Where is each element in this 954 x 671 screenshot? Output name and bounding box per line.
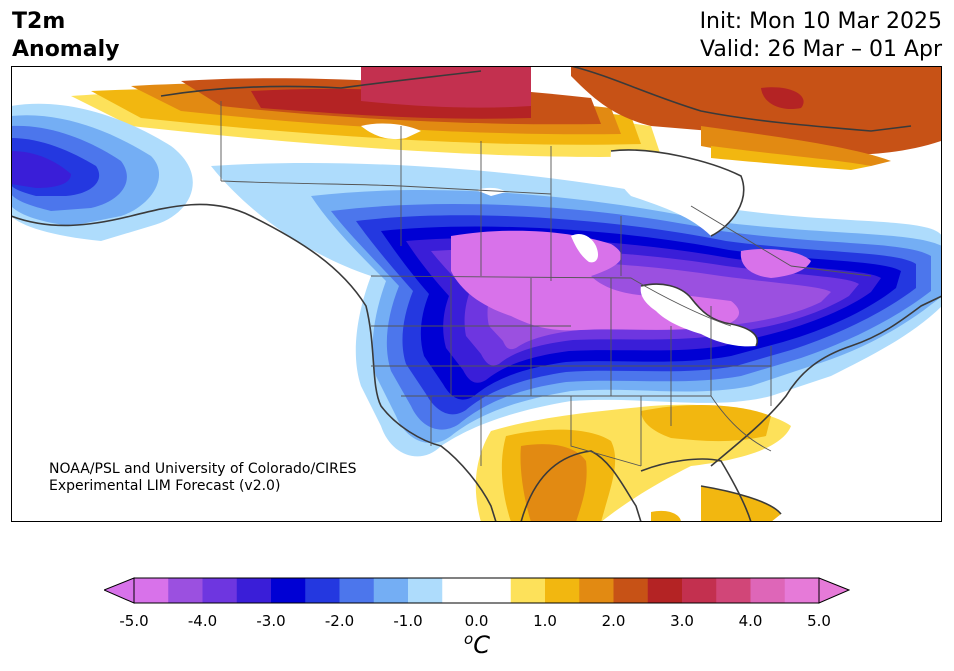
unit-label: C [473,631,490,659]
anomaly-map [11,66,942,522]
colorbar-tick-label: -3.0 [256,612,286,630]
colorbar-tick-label: 2.0 [601,612,626,630]
colorbar-cell [510,578,546,603]
colorbar-tick-label: 1.0 [533,612,557,630]
political-borders [220,101,872,467]
colorbar-cell [613,578,649,603]
colorbar-tick-label: -1.0 [393,612,423,630]
warm-arctic-region [71,66,941,170]
colorbar-under-arrow [104,577,135,604]
init-date: Init: Mon 10 Mar 2025 [699,9,942,34]
colorbar-cell [647,578,683,603]
colorbar-tick-label: 4.0 [738,612,763,630]
colorbar-outline [133,577,820,604]
colorbar-tick-label: -4.0 [187,612,218,630]
colorbar-unit: oC [464,630,490,659]
credit-text: NOAA/PSL and University of Colorado/CIRE… [49,461,357,495]
colorbar-cell [339,578,375,603]
coastlines [11,66,942,522]
colorbar-cells [134,578,820,603]
colorbar [104,577,850,604]
credit-line-2: Experimental LIM Forecast (v2.0) [49,478,281,494]
credit-line-1: NOAA/PSL and University of Colorado/CIRE… [49,461,357,477]
colorbar-cell [271,578,306,603]
colorbar-cell [784,578,820,603]
colorbar-cell [202,578,238,603]
colorbar-tick-label: -5.0 [119,612,149,630]
colorbar-tick-label: 0.0 [464,612,489,630]
colorbar-cell [168,578,203,603]
title-line-2: Anomaly [12,37,120,62]
colorbar-cell [408,578,443,603]
colorbar-tick-label: -2.0 [324,612,355,630]
colorbar-cell [716,578,751,603]
colorbar-cell [305,578,340,603]
map-title: T2m Anomaly [12,8,119,64]
colorbar-cell [236,578,272,603]
colorbar-tick-label: 5.0 [807,612,831,630]
colorbar-cell [545,578,580,603]
valid-period: Valid: 26 Mar – 01 Apr [700,37,942,62]
colorbar-cell [134,578,169,603]
colorbar-cell [442,578,477,603]
forecast-dates: Init: Mon 10 Mar 2025 Valid: 26 Mar – 01… [700,8,942,64]
colorbar-cell [682,578,717,603]
title-line-1: T2m [12,9,66,34]
colorbar-cell [476,578,512,603]
colorbar-cell [373,578,409,603]
colorbar-cell [579,578,614,603]
map-frame [11,66,942,522]
alaska-cold-region [11,103,193,242]
colorbar-over-arrow [818,577,850,604]
colorbar-cell [750,578,786,603]
degree-symbol: o [464,630,474,648]
colorbar-tick-label: 3.0 [670,612,694,630]
